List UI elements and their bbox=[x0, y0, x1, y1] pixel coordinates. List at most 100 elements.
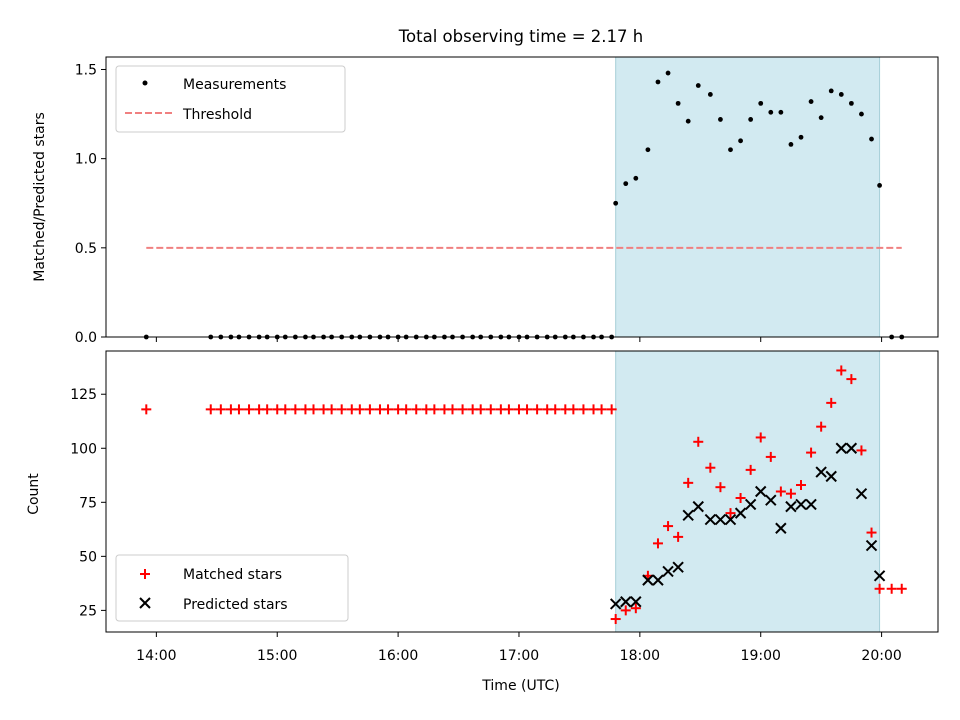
matched-star-point bbox=[715, 482, 726, 493]
predicted-star-point bbox=[805, 498, 817, 511]
measurement-point bbox=[848, 100, 854, 106]
measurement-point bbox=[818, 115, 824, 121]
bottom-x-tick-label: 18:00 bbox=[620, 648, 660, 664]
bottom-axes-frame bbox=[105, 350, 939, 633]
matched-star-point bbox=[806, 447, 817, 458]
bottom-x-tick-label: 14:00 bbox=[136, 648, 176, 664]
bottom-legend-box bbox=[115, 554, 349, 622]
predicted-star-point bbox=[734, 507, 747, 519]
bottom-x-tick-label: 15:00 bbox=[257, 648, 297, 664]
predicted-star-point bbox=[724, 513, 737, 526]
measurement-point bbox=[728, 147, 733, 153]
matched-star-point bbox=[578, 404, 589, 415]
top-panel: 0.0 0.5 1.0 1.5 Matched/Predicted stars Mea… bbox=[32, 56, 939, 346]
measurement-point bbox=[665, 70, 671, 76]
matched-star-point bbox=[630, 603, 641, 614]
matched-star-point bbox=[280, 404, 291, 415]
predicted-star-point bbox=[873, 570, 886, 582]
measurement-point bbox=[718, 117, 723, 122]
matched-star-point bbox=[705, 462, 716, 473]
measurement-point bbox=[675, 100, 681, 106]
matched-star-point bbox=[550, 404, 561, 415]
legend-label-measurements: Measurements bbox=[183, 77, 286, 93]
matched-star-point bbox=[457, 404, 468, 415]
measurement-point bbox=[613, 200, 619, 206]
bottom-ylabel: Count bbox=[26, 473, 42, 515]
matched-star-point bbox=[411, 404, 422, 415]
predicted-star-point bbox=[642, 574, 654, 586]
matched-star-point bbox=[606, 404, 617, 415]
legend-label-matched: Matched stars bbox=[183, 567, 282, 583]
predicted-star-point bbox=[672, 561, 684, 573]
measurement-point bbox=[859, 111, 864, 117]
matched-star-point bbox=[215, 404, 226, 415]
predicted-star-point bbox=[795, 498, 807, 511]
predicted-star-point bbox=[609, 598, 622, 610]
bottom-xlabel: Time (UTC) bbox=[481, 678, 559, 694]
predicted-star-point bbox=[682, 509, 694, 521]
measurement-point bbox=[738, 138, 743, 144]
bottom-marks bbox=[141, 365, 907, 625]
predicted-star-point bbox=[692, 500, 704, 513]
bottom-y-tick-label: 50 bbox=[79, 549, 97, 565]
matched-star-point bbox=[693, 436, 704, 447]
bottom-panel: 25 50 75 100 125 14:00 15:00 16:00 17:00 18:00 19… bbox=[26, 350, 939, 694]
top-legend: Measurements Threshold bbox=[115, 65, 346, 133]
matched-star-point bbox=[886, 583, 897, 594]
measurement-point bbox=[655, 79, 661, 85]
measurement-point bbox=[645, 147, 651, 153]
predicted-star-point bbox=[652, 574, 664, 586]
matched-star-point bbox=[244, 404, 255, 415]
measurement-point bbox=[695, 83, 701, 88]
matched-star-point bbox=[364, 404, 375, 415]
matched-star-point bbox=[262, 404, 273, 415]
matched-star-point bbox=[866, 527, 877, 538]
measurement-point bbox=[623, 181, 629, 187]
matched-star-point bbox=[290, 404, 301, 415]
bottom-legend: Matched stars Predicted stars bbox=[115, 554, 349, 622]
matched-star-point bbox=[846, 374, 857, 385]
matched-star-point bbox=[856, 445, 867, 456]
matched-star-point bbox=[326, 404, 337, 415]
bottom-y-tick-label: 75 bbox=[79, 495, 97, 511]
measurement-point bbox=[838, 92, 844, 97]
top-y-tick-label: 0.5 bbox=[75, 241, 97, 257]
legend-label-threshold: Threshold bbox=[182, 107, 252, 123]
predicted-star-point bbox=[714, 513, 727, 526]
bottom-x-tick-label: 20:00 bbox=[861, 648, 901, 664]
bottom-x-ticks: 14:00 15:00 16:00 17:00 18:00 19:00 20:00 bbox=[136, 632, 902, 664]
top-axes-frame bbox=[105, 56, 939, 338]
matched-star-point bbox=[447, 404, 458, 415]
matched-star-point bbox=[745, 464, 756, 475]
matched-star-point bbox=[568, 404, 579, 415]
matched-star-point bbox=[652, 538, 663, 549]
matched-star-point bbox=[308, 404, 319, 415]
legend-label-predicted: Predicted stars bbox=[183, 597, 288, 613]
predicted-star-point bbox=[815, 466, 827, 478]
measurement-point bbox=[707, 92, 713, 97]
predicted-star-point bbox=[865, 539, 878, 552]
matched-star-point bbox=[775, 486, 786, 497]
top-x-ticks bbox=[155, 337, 883, 342]
measurement-point bbox=[633, 175, 639, 181]
predicted-star-point bbox=[835, 442, 848, 454]
matched-star-point bbox=[725, 508, 736, 519]
matched-star-point bbox=[896, 583, 907, 594]
matched-star-point bbox=[874, 583, 885, 594]
top-legend-box bbox=[115, 65, 346, 133]
matched-star-point bbox=[765, 451, 776, 462]
top-y-tick-label: 0.0 bbox=[75, 330, 97, 346]
measurement-point bbox=[748, 117, 754, 122]
predicted-star-point bbox=[630, 596, 642, 608]
matched-star-point bbox=[336, 404, 347, 415]
matched-star-point bbox=[663, 521, 674, 532]
bottom-y-tick-label: 125 bbox=[70, 387, 97, 403]
legend-marker-predicted bbox=[139, 597, 151, 609]
top-y-tick-label: 1.0 bbox=[75, 152, 97, 168]
bottom-shaded-region bbox=[615, 350, 881, 633]
matched-star-point bbox=[532, 404, 543, 415]
figure-title: Total observing time = 2.17 h bbox=[398, 27, 643, 46]
top-y-tick-label: 1.5 bbox=[75, 62, 97, 78]
top-shaded-region bbox=[615, 56, 881, 338]
